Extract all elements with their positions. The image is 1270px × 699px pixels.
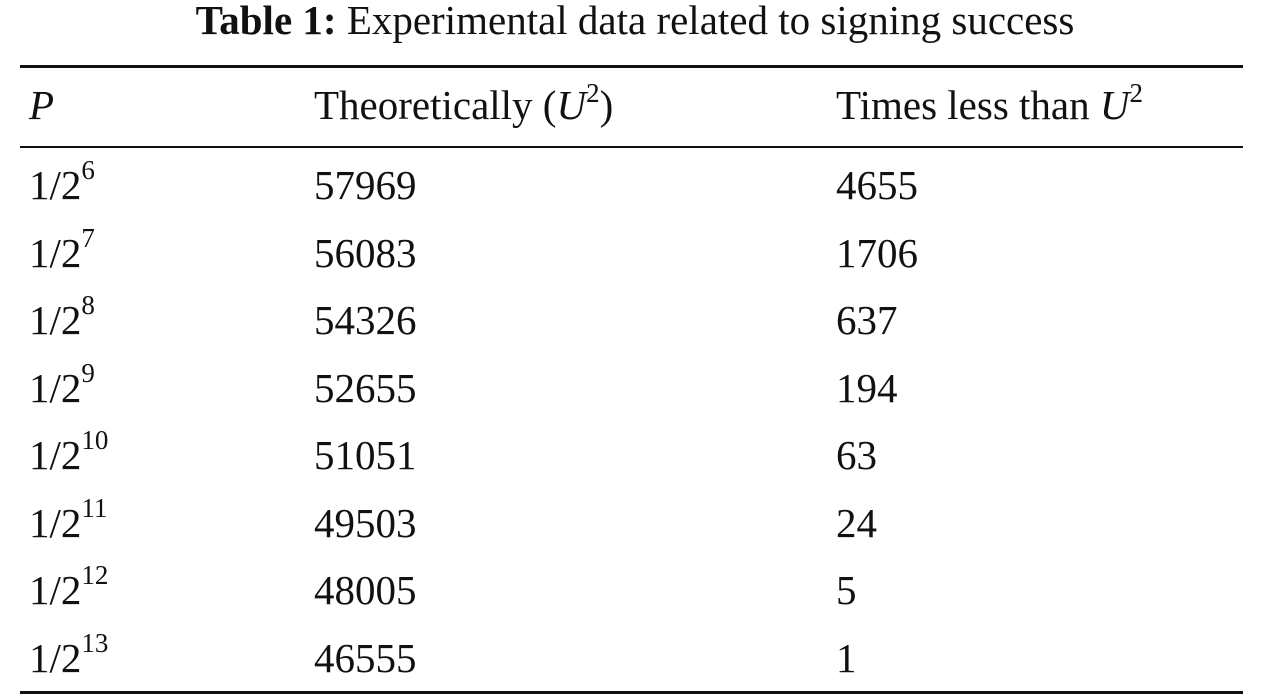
row-p-exponent: 7 xyxy=(81,223,95,254)
row-1-times: 4655 xyxy=(836,162,918,208)
row-p-base: 1/2 xyxy=(29,297,82,343)
row-p-base: 1/2 xyxy=(29,500,82,546)
row-8-theoretical: 46555 xyxy=(314,635,417,681)
table-bottom-rule xyxy=(20,691,1243,694)
row-6-p: 1/211 xyxy=(29,495,107,546)
row-5-theoretical: 51051 xyxy=(314,432,417,478)
header-theoretically-prefix: Theoretically ( xyxy=(314,82,557,128)
row-1-theoretical: 57969 xyxy=(314,162,417,208)
header-p: P xyxy=(29,82,55,128)
row-2-theoretical: 56083 xyxy=(314,230,417,276)
row-8-p: 1/213 xyxy=(29,630,108,681)
row-4-times: 194 xyxy=(836,365,898,411)
row-3-times: 637 xyxy=(836,297,898,343)
row-8-times: 1 xyxy=(836,635,857,681)
row-1-p: 1/26 xyxy=(29,157,95,208)
row-7-theoretical: 48005 xyxy=(314,567,417,613)
row-p-base: 1/2 xyxy=(29,230,82,276)
row-p-base: 1/2 xyxy=(29,635,82,681)
table-caption-label: Table 1: xyxy=(195,0,337,43)
row-p-base: 1/2 xyxy=(29,365,82,411)
row-p-base: 1/2 xyxy=(29,162,82,208)
row-p-exponent: 8 xyxy=(81,290,95,321)
row-7-times: 5 xyxy=(836,567,857,613)
row-2-times: 1706 xyxy=(836,230,918,276)
row-5-times: 63 xyxy=(836,432,877,478)
row-4-theoretical: 52655 xyxy=(314,365,417,411)
row-p-exponent: 9 xyxy=(81,358,95,389)
header-theoretically-var: U xyxy=(556,82,587,128)
row-3-theoretical: 54326 xyxy=(314,297,417,343)
row-p-exponent: 12 xyxy=(81,560,109,591)
row-2-p: 1/27 xyxy=(29,225,95,276)
row-3-p: 1/28 xyxy=(29,292,95,343)
header-theoretically: Theoretically (U2) xyxy=(314,80,614,128)
row-5-p: 1/210 xyxy=(29,427,108,478)
header-theoretically-suffix: ) xyxy=(599,82,614,128)
table-caption-text: Experimental data related to signing suc… xyxy=(346,0,1075,43)
table-header-rule xyxy=(20,146,1243,148)
table-caption: Table 1: Experimental data related to si… xyxy=(0,0,1270,43)
row-p-exponent: 6 xyxy=(81,155,95,186)
row-p-exponent: 13 xyxy=(81,628,109,659)
row-6-theoretical: 49503 xyxy=(314,500,417,546)
row-p-exponent: 10 xyxy=(81,425,109,456)
row-6-times: 24 xyxy=(836,500,877,546)
header-times-var: U xyxy=(1099,82,1130,128)
header-times-less-than: Times less than U2 xyxy=(836,80,1143,128)
row-7-p: 1/212 xyxy=(29,562,108,613)
row-p-base: 1/2 xyxy=(29,567,82,613)
row-p-exponent: 11 xyxy=(81,493,108,524)
row-p-base: 1/2 xyxy=(29,432,82,478)
header-theoretically-exp: 2 xyxy=(586,78,600,109)
table-top-rule xyxy=(20,65,1243,68)
header-times-exp: 2 xyxy=(1129,78,1144,109)
row-4-p: 1/29 xyxy=(29,360,95,411)
header-times-prefix: Times less than xyxy=(836,82,1100,128)
